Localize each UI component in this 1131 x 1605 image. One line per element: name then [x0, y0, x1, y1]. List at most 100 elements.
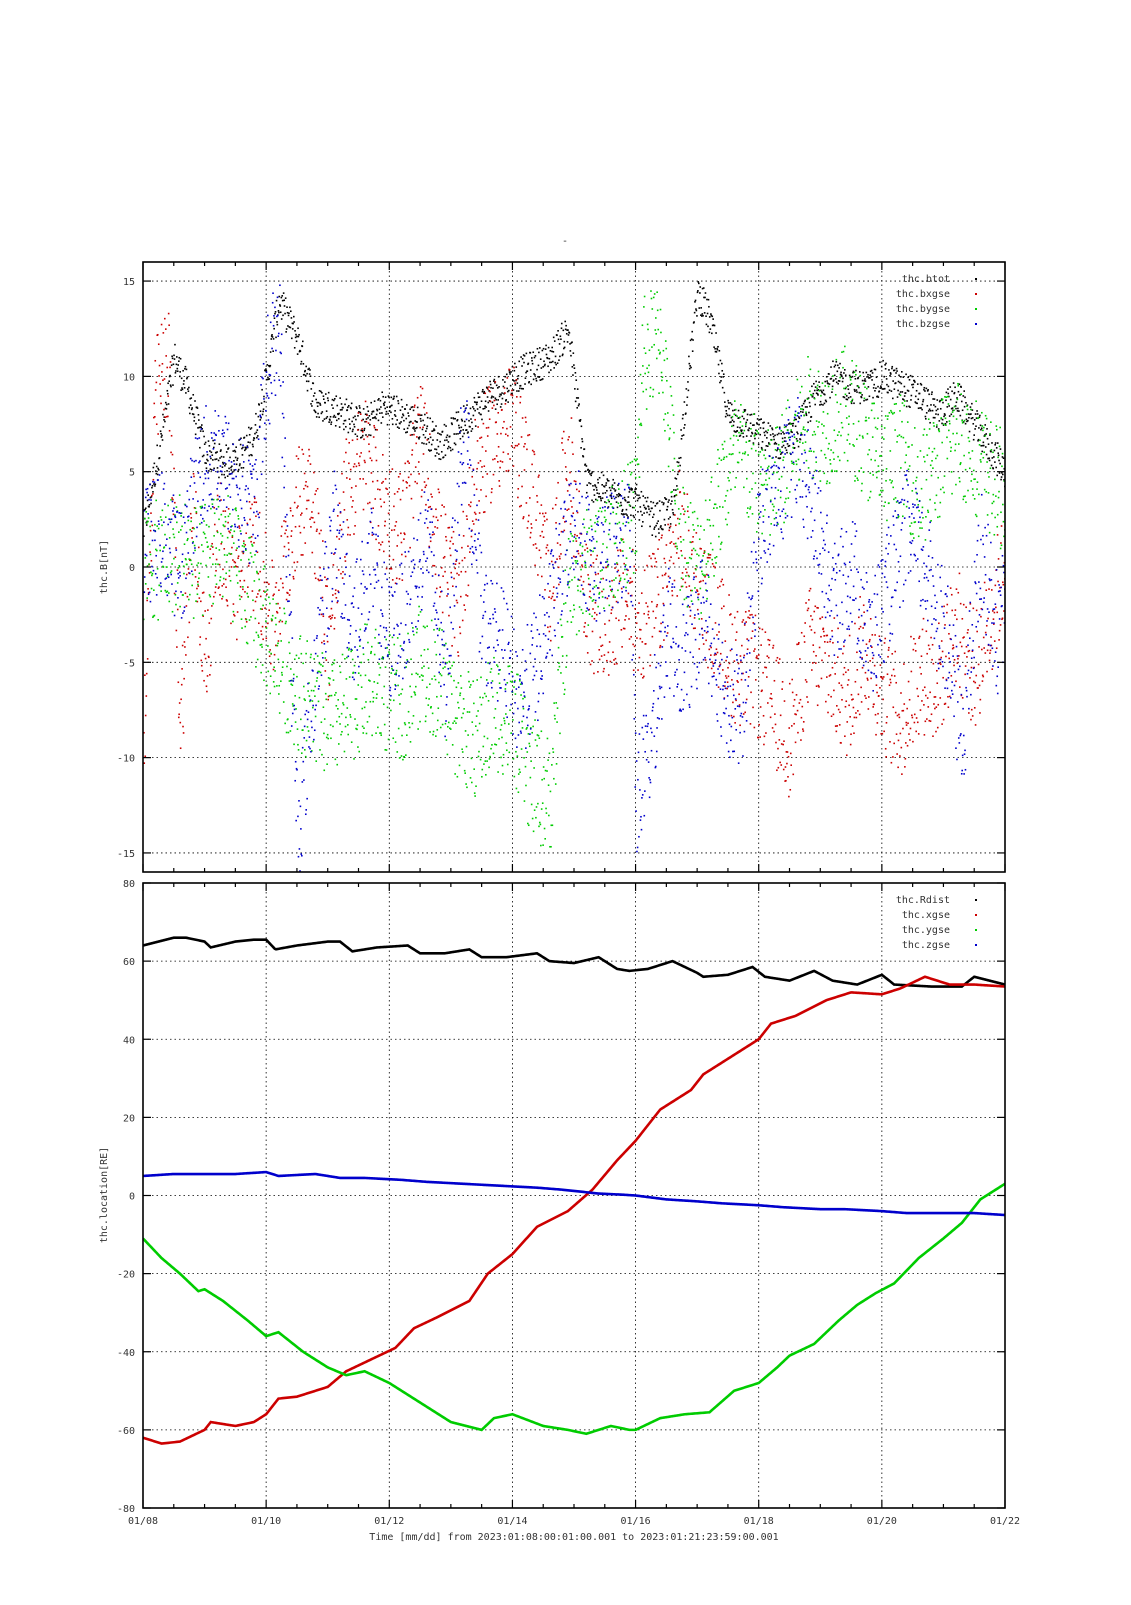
data-point	[706, 574, 708, 576]
data-point	[281, 526, 283, 528]
data-point	[695, 300, 697, 302]
data-point	[500, 433, 502, 435]
data-point	[600, 570, 602, 572]
data-point	[971, 667, 973, 669]
data-point	[475, 425, 477, 427]
data-point	[339, 426, 341, 428]
data-point	[144, 518, 146, 520]
data-point	[337, 515, 339, 517]
data-point	[545, 808, 547, 810]
data-point	[776, 769, 778, 771]
data-point	[942, 651, 944, 653]
data-point	[363, 438, 365, 440]
data-point	[391, 529, 393, 531]
data-point	[530, 777, 532, 779]
data-point	[853, 402, 855, 404]
data-point	[773, 645, 775, 647]
data-point	[340, 573, 342, 575]
data-point	[306, 640, 308, 642]
data-point	[716, 556, 718, 558]
data-point	[565, 466, 567, 468]
data-point	[774, 461, 776, 463]
data-point	[811, 385, 813, 387]
data-point	[397, 491, 399, 493]
data-point	[570, 355, 572, 357]
data-point	[454, 720, 456, 722]
data-point	[471, 430, 473, 432]
data-point	[731, 715, 733, 717]
data-point	[645, 602, 647, 604]
data-point	[670, 523, 672, 525]
data-point	[635, 488, 637, 490]
data-point	[999, 630, 1001, 632]
data-point	[526, 353, 528, 355]
data-point	[392, 424, 394, 426]
data-point	[795, 419, 797, 421]
data-point	[654, 566, 656, 568]
data-point	[326, 763, 328, 765]
data-point	[626, 509, 628, 511]
data-point	[764, 432, 766, 434]
data-point	[300, 719, 302, 721]
data-point	[465, 571, 467, 573]
data-point	[527, 527, 529, 529]
data-point	[595, 515, 597, 517]
data-point	[342, 571, 344, 573]
data-point	[973, 608, 975, 610]
data-point	[296, 655, 298, 657]
data-point	[243, 467, 245, 469]
data-point	[707, 519, 709, 521]
data-point	[709, 316, 711, 318]
data-point	[730, 489, 732, 491]
data-point	[559, 343, 561, 345]
data-point	[609, 586, 611, 588]
data-point	[711, 316, 713, 318]
data-point	[367, 503, 369, 505]
data-point	[766, 437, 768, 439]
data-point	[334, 617, 336, 619]
data-point	[211, 545, 213, 547]
data-point	[941, 640, 943, 642]
data-point	[312, 383, 314, 385]
data-point	[193, 414, 195, 416]
data-point	[218, 460, 220, 462]
data-point	[548, 347, 550, 349]
data-point	[228, 508, 230, 510]
data-point	[473, 523, 475, 525]
data-point	[894, 369, 896, 371]
data-point	[151, 495, 153, 497]
data-point	[257, 659, 259, 661]
data-point	[769, 425, 771, 427]
data-point	[669, 437, 671, 439]
data-point	[603, 475, 605, 477]
data-point	[577, 590, 579, 592]
data-point	[827, 712, 829, 714]
data-point	[637, 500, 639, 502]
data-point	[636, 551, 638, 553]
data-point	[200, 430, 202, 432]
data-point	[318, 513, 320, 515]
data-point	[357, 415, 359, 417]
data-point	[674, 514, 676, 516]
data-point	[437, 432, 439, 434]
data-point	[660, 645, 662, 647]
data-point	[315, 412, 317, 414]
data-point	[261, 389, 263, 391]
data-point	[869, 377, 871, 379]
data-point	[709, 557, 711, 559]
data-point	[656, 604, 658, 606]
data-point	[251, 427, 253, 429]
data-point	[898, 381, 900, 383]
data-point	[711, 333, 713, 335]
data-point	[913, 638, 915, 640]
data-point	[900, 692, 902, 694]
data-point	[199, 572, 201, 574]
data-point	[748, 610, 750, 612]
data-point	[418, 473, 420, 475]
data-point	[333, 679, 335, 681]
data-point	[494, 458, 496, 460]
data-point	[920, 673, 922, 675]
data-point	[619, 522, 621, 524]
data-point	[523, 446, 525, 448]
data-point	[970, 719, 972, 721]
